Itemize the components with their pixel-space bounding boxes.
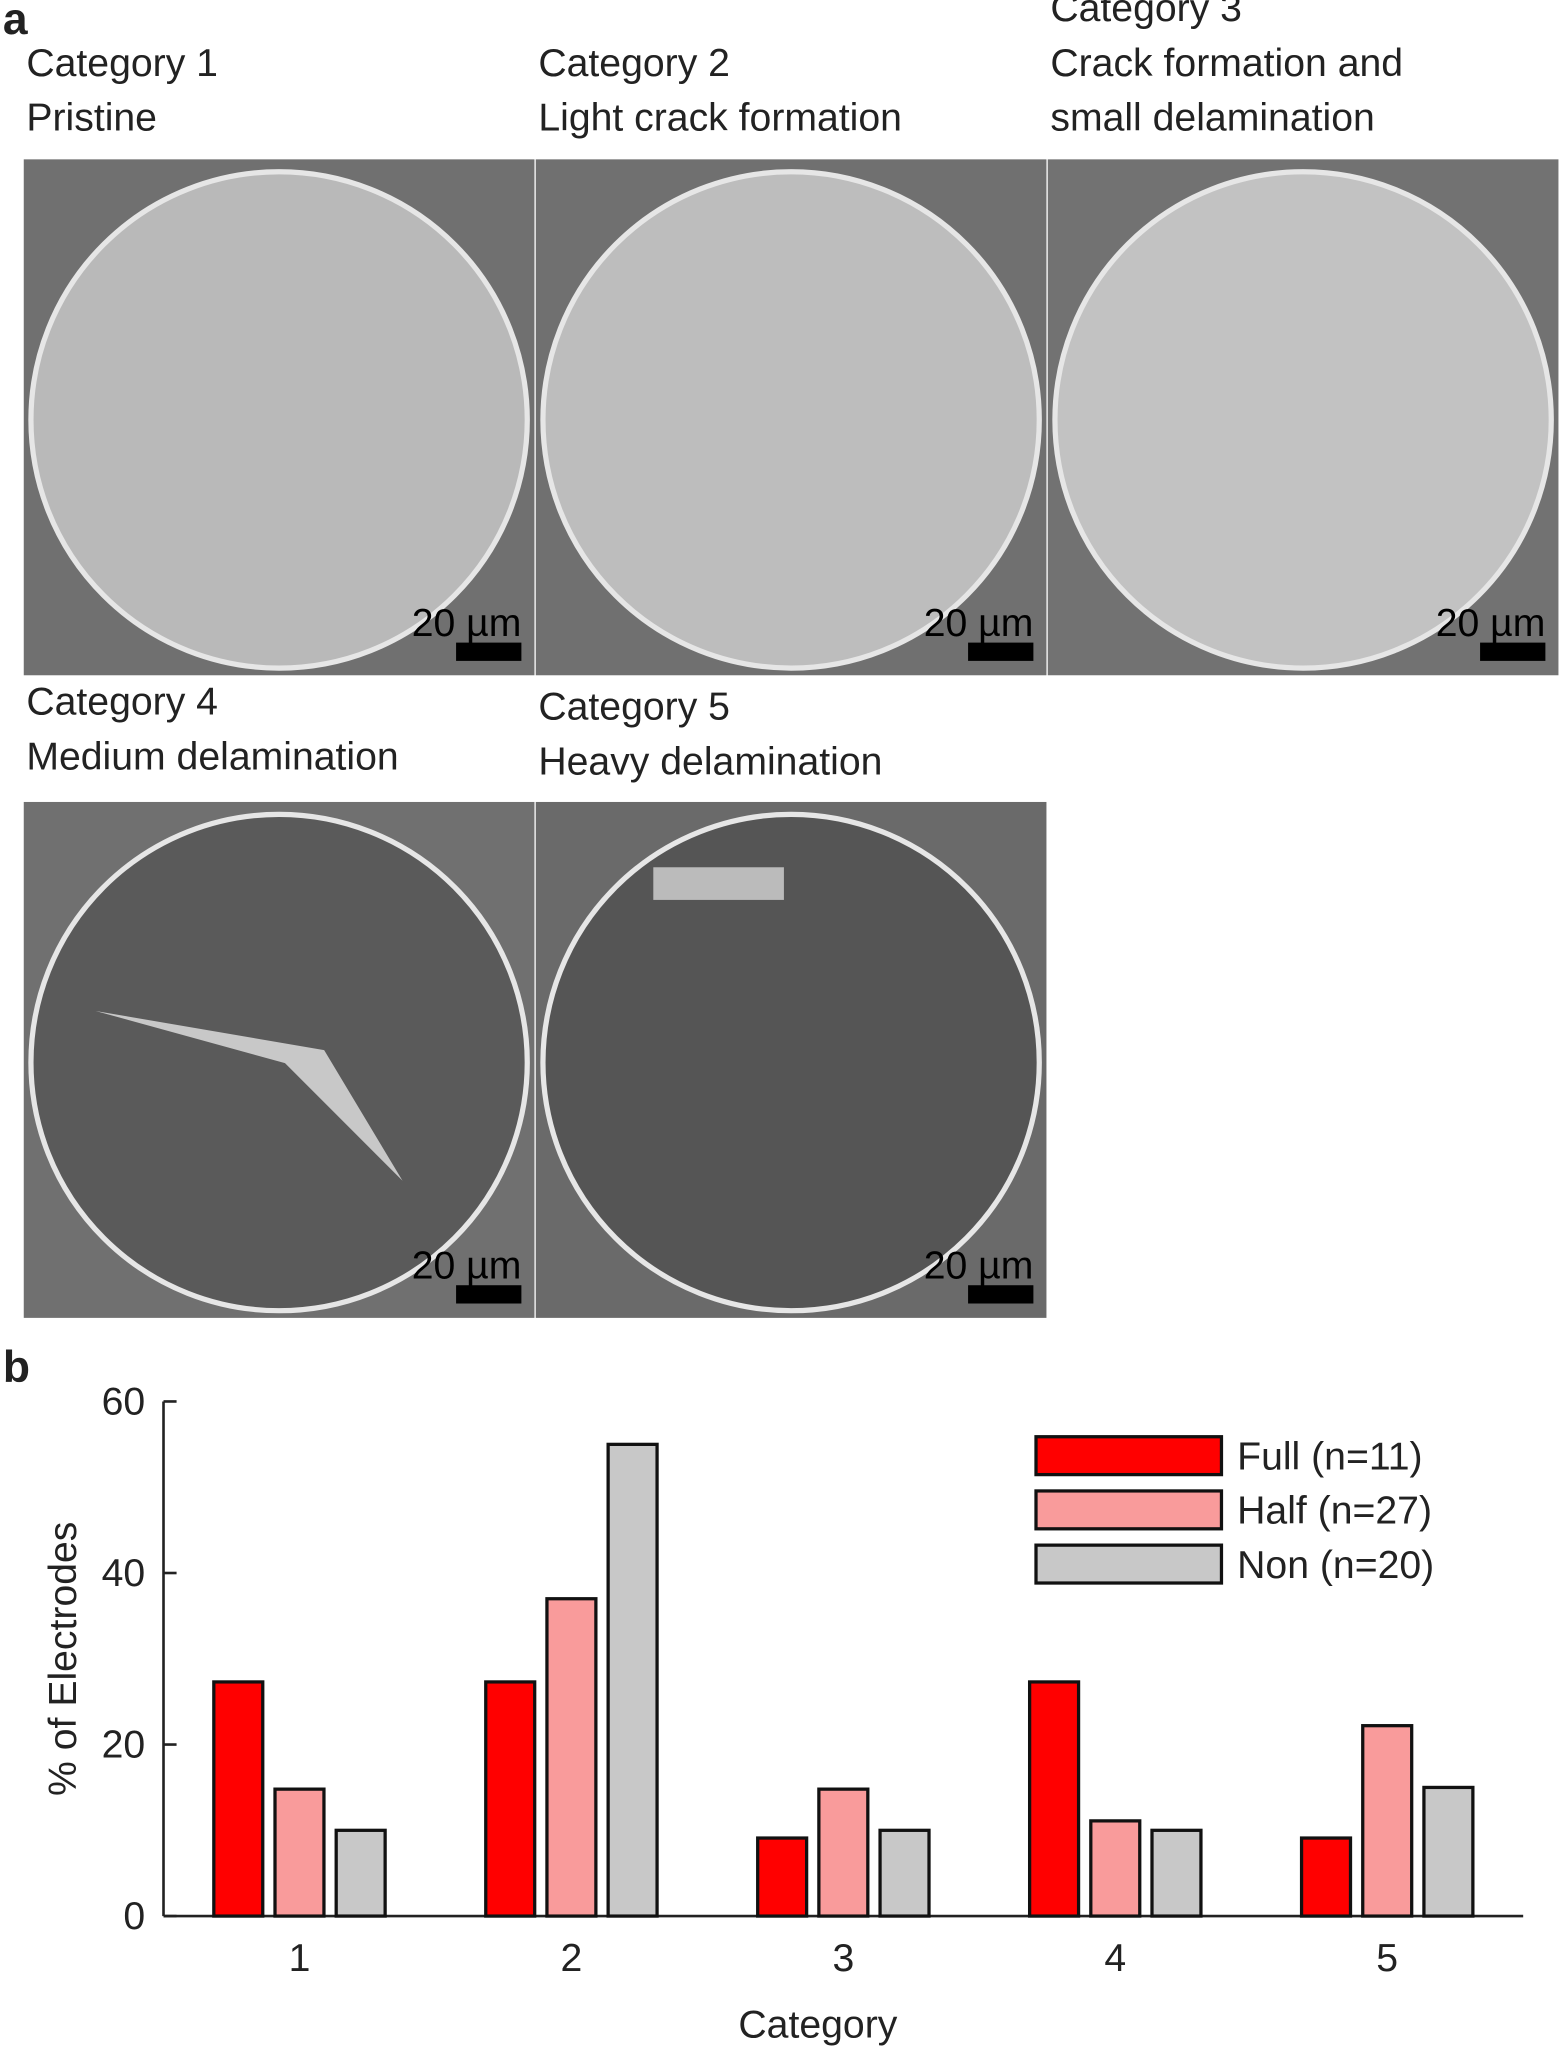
panel-label: b [3,1343,30,1392]
y-axis-label: % of Electrodes [42,1522,85,1796]
bar [334,1828,387,1918]
bar [606,1442,659,1918]
legend-swatch [1034,1489,1224,1531]
x-tick-label: 5 [1376,1937,1398,1980]
scale-bar-label: 20 µm [1436,602,1546,645]
scale-bar-label: 20 µm [924,1245,1034,1288]
legend-label: Full (n=11) [1237,1435,1422,1478]
panel-title: Medium delamination [26,735,398,778]
scale-bar-label: 20 µm [412,602,522,645]
panel-title: Category 3 [1050,0,1242,30]
scale-bar-label: 20 µm [412,1245,522,1288]
panel-title: Pristine [26,97,157,140]
electrode [540,811,1042,1314]
scale-bar [968,1285,1034,1304]
x-tick-label: 3 [832,1937,854,1980]
electrode [28,811,530,1314]
legend-label: Half (n=27) [1237,1490,1432,1533]
x-tick-label: 2 [561,1937,583,1980]
bar [1027,1680,1081,1918]
panel-title: Heavy delamination [538,741,882,784]
panel-title: Category 5 [538,686,730,729]
scale-bar [1480,642,1546,661]
bar [817,1787,870,1918]
bar [1361,1724,1414,1918]
bar [212,1680,265,1918]
panel-title: Category 4 [26,680,218,723]
y-tick-label: 60 [102,1381,146,1424]
panel-title: Category 1 [26,42,218,85]
x-axis-label: Category [738,2004,897,2047]
electrode [540,169,1042,671]
panel-label: a [3,0,28,44]
y-tick-label: 0 [123,1895,145,1938]
bar [273,1787,326,1918]
y-tick-label: 40 [102,1552,146,1595]
panel-title: Light crack formation [538,97,902,140]
legend-swatch [1034,1543,1224,1585]
bar [484,1680,537,1918]
scale-bar [456,642,522,661]
legend-label: Non (n=20) [1237,1544,1434,1587]
scale-bar-label: 20 µm [924,602,1034,645]
panel-title: small delamination [1050,97,1374,140]
bar [1150,1828,1203,1918]
scale-bar [968,642,1034,661]
bar [1422,1785,1475,1918]
bar [1089,1819,1142,1918]
electrode [28,169,530,671]
panel-title: Category 2 [538,42,730,85]
x-tick-label: 4 [1104,1937,1126,1980]
remnant [653,867,784,900]
bar [545,1597,598,1918]
y-tick-label: 20 [102,1724,146,1767]
panel-title: Crack formation and [1050,42,1403,85]
legend-swatch [1034,1435,1224,1477]
bar [878,1828,931,1918]
scale-bar [456,1285,522,1304]
electrode [1052,169,1554,671]
x-tick-label: 1 [289,1937,311,1980]
bar [1299,1836,1353,1918]
bar [756,1836,809,1918]
delamination-flap [95,1010,403,1181]
